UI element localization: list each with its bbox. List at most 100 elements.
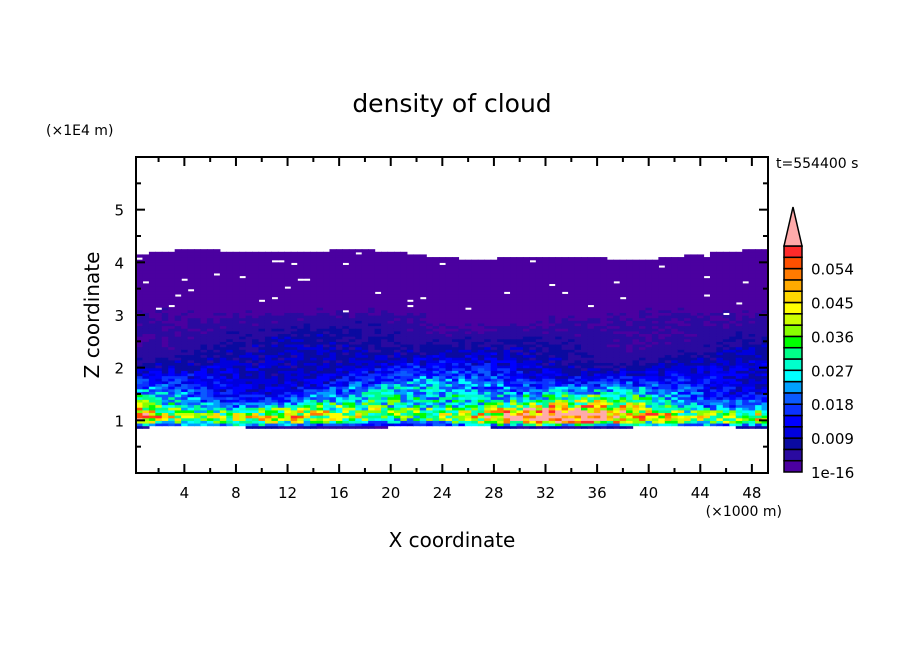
heatmap-cell bbox=[284, 349, 292, 353]
heatmap-cell bbox=[393, 267, 402, 271]
heatmap-cell bbox=[155, 354, 163, 358]
heatmap-cell bbox=[187, 293, 195, 298]
heatmap-cell bbox=[477, 391, 485, 395]
heatmap-cell bbox=[206, 264, 214, 269]
heatmap-cell bbox=[316, 309, 324, 313]
heatmap-cell bbox=[535, 286, 543, 290]
heatmap-cell bbox=[226, 383, 234, 387]
heatmap-cell bbox=[419, 409, 427, 414]
heatmap-cell bbox=[361, 338, 369, 342]
heatmap-cell bbox=[226, 415, 234, 419]
heatmap-cell bbox=[484, 336, 492, 340]
heatmap-cell bbox=[142, 330, 150, 335]
heatmap-cell bbox=[271, 283, 279, 287]
heatmap-cell bbox=[568, 264, 576, 269]
heatmap-cell bbox=[471, 349, 479, 353]
heatmap-cell bbox=[181, 262, 189, 266]
heatmap-cell bbox=[432, 372, 440, 377]
heatmap-cell bbox=[232, 388, 240, 392]
heatmap-cell bbox=[458, 270, 466, 274]
heatmap-cell bbox=[600, 304, 608, 308]
heatmap-cell bbox=[187, 367, 195, 371]
heatmap-cell bbox=[348, 262, 356, 266]
heatmap-cell bbox=[548, 404, 556, 408]
heatmap-cell bbox=[529, 267, 537, 271]
heatmap-cell bbox=[522, 370, 530, 374]
heatmap-cell bbox=[290, 301, 298, 306]
heatmap-cell bbox=[342, 401, 350, 406]
heatmap-cell bbox=[381, 365, 389, 369]
heatmap-cell bbox=[555, 296, 563, 300]
heatmap-cell bbox=[548, 372, 556, 377]
heatmap-cell bbox=[593, 375, 601, 379]
heatmap-cell bbox=[148, 293, 156, 298]
heatmap-cell bbox=[219, 396, 227, 400]
heatmap-cell bbox=[155, 315, 163, 319]
heatmap-cell bbox=[568, 336, 576, 340]
heatmap-cell bbox=[194, 325, 202, 329]
heatmap-cell bbox=[174, 296, 182, 300]
heatmap-cell bbox=[284, 293, 292, 298]
heatmap-cell bbox=[329, 417, 337, 421]
heatmap-cell bbox=[561, 293, 569, 298]
heatmap-cell bbox=[432, 315, 440, 319]
heatmap-cell bbox=[593, 283, 601, 287]
heatmap-cell bbox=[264, 417, 273, 421]
heatmap-cell bbox=[555, 354, 563, 358]
heatmap-cell bbox=[194, 383, 202, 387]
heatmap-cell bbox=[187, 349, 195, 353]
heatmap-cell bbox=[619, 291, 627, 295]
heatmap-cell bbox=[529, 346, 537, 350]
heatmap-cell bbox=[413, 275, 421, 279]
heatmap-cell bbox=[503, 349, 511, 353]
heatmap-cell bbox=[606, 322, 614, 327]
heatmap-cell bbox=[381, 417, 389, 421]
heatmap-cell bbox=[161, 280, 169, 284]
heatmap-cell bbox=[522, 280, 530, 284]
heatmap-cell bbox=[323, 388, 331, 392]
heatmap-cell bbox=[187, 309, 195, 313]
heatmap-cell bbox=[606, 417, 614, 421]
heatmap-cell bbox=[342, 362, 350, 366]
heatmap-cell bbox=[510, 309, 518, 313]
heatmap-cell bbox=[271, 272, 279, 277]
heatmap-cell bbox=[329, 267, 337, 271]
heatmap-cell bbox=[303, 357, 311, 361]
heatmap-cell bbox=[619, 394, 627, 398]
heatmap-cell bbox=[587, 288, 595, 292]
heatmap-cell bbox=[606, 328, 614, 332]
heatmap-cell bbox=[136, 315, 144, 319]
heatmap-cell bbox=[490, 372, 498, 377]
heatmap-cell bbox=[432, 409, 440, 414]
heatmap-cell bbox=[323, 375, 331, 379]
heatmap-cell bbox=[323, 338, 331, 342]
heatmap-cell bbox=[329, 349, 337, 353]
heatmap-cell bbox=[252, 322, 260, 327]
heatmap-cell bbox=[406, 270, 414, 274]
heatmap-cell bbox=[335, 415, 343, 419]
heatmap-cell bbox=[181, 325, 189, 329]
heatmap-cell bbox=[490, 307, 498, 311]
heatmap-cell bbox=[148, 278, 156, 282]
heatmap-cell bbox=[580, 391, 589, 395]
heatmap-cell bbox=[226, 359, 234, 363]
heatmap-cell bbox=[374, 346, 382, 350]
heatmap-cell bbox=[284, 425, 292, 429]
heatmap-cell bbox=[593, 286, 601, 290]
heatmap-cell bbox=[400, 317, 408, 321]
heatmap-cell bbox=[348, 367, 356, 371]
heatmap-cell bbox=[142, 296, 150, 300]
heatmap-cell bbox=[174, 251, 182, 256]
heatmap-cell bbox=[323, 415, 331, 419]
heatmap-cell bbox=[503, 391, 511, 395]
heatmap-cell bbox=[316, 399, 324, 403]
heatmap-cell bbox=[529, 394, 537, 398]
heatmap-cell bbox=[548, 299, 556, 303]
heatmap-cell bbox=[381, 307, 389, 311]
heatmap-cell bbox=[393, 383, 402, 387]
heatmap-cell bbox=[490, 296, 498, 300]
heatmap-cell bbox=[161, 296, 169, 300]
heatmap-cell bbox=[368, 309, 376, 313]
heatmap-cell bbox=[580, 425, 589, 429]
heatmap-cell bbox=[232, 309, 240, 313]
